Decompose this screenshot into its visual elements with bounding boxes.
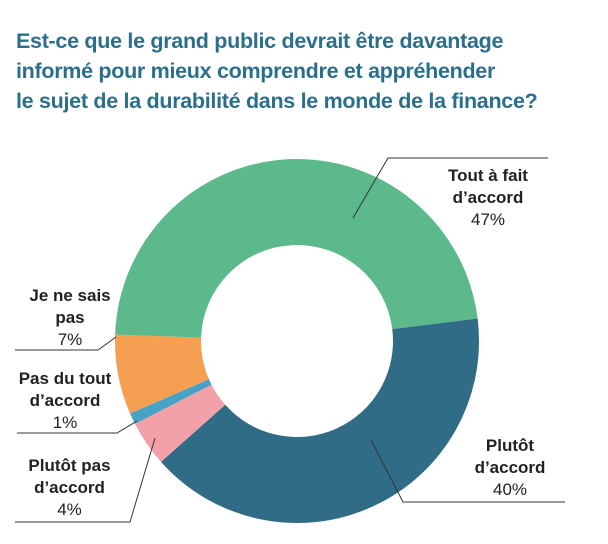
slice-je-ne-sais-pas (115, 334, 209, 414)
label-plutot-pas-daccord: Plutôt pas d’accord 4% (28, 456, 111, 519)
leader-line-plutot-daccord (370, 439, 565, 503)
title-line: informé pour mieux comprendre et appréhe… (16, 59, 496, 83)
slice-tout-a-fait-daccord (115, 158, 478, 338)
slice-plutot-daccord (160, 318, 479, 523)
slice-pas-du-tout-daccord (130, 379, 212, 424)
label-je-ne-sais-pas: Je ne sais pas 7% (29, 286, 111, 349)
label-tout-a-fait-daccord: Tout à fait d’accord 47% (448, 166, 528, 229)
leader-line-plutot-pas-daccord (15, 437, 156, 523)
label-pas-du-tout-daccord: Pas du tout d’accord 1% (18, 369, 112, 432)
leader-line-tout-a-fait-daccord (352, 157, 548, 219)
title-line: le sujet de la durabilité dans le monde … (16, 89, 538, 113)
slice-plutot-pas-daccord (134, 384, 226, 462)
leader-line-je-ne-sais-pas (15, 336, 117, 351)
leader-line-pas-du-tout-daccord (17, 420, 138, 434)
title-line: Est-ce que le grand public devrait être … (16, 29, 504, 53)
chart-title: Est-ce que le grand public devrait être … (16, 26, 606, 116)
label-plutot-daccord: Plutôt d’accord 40% (474, 436, 546, 499)
